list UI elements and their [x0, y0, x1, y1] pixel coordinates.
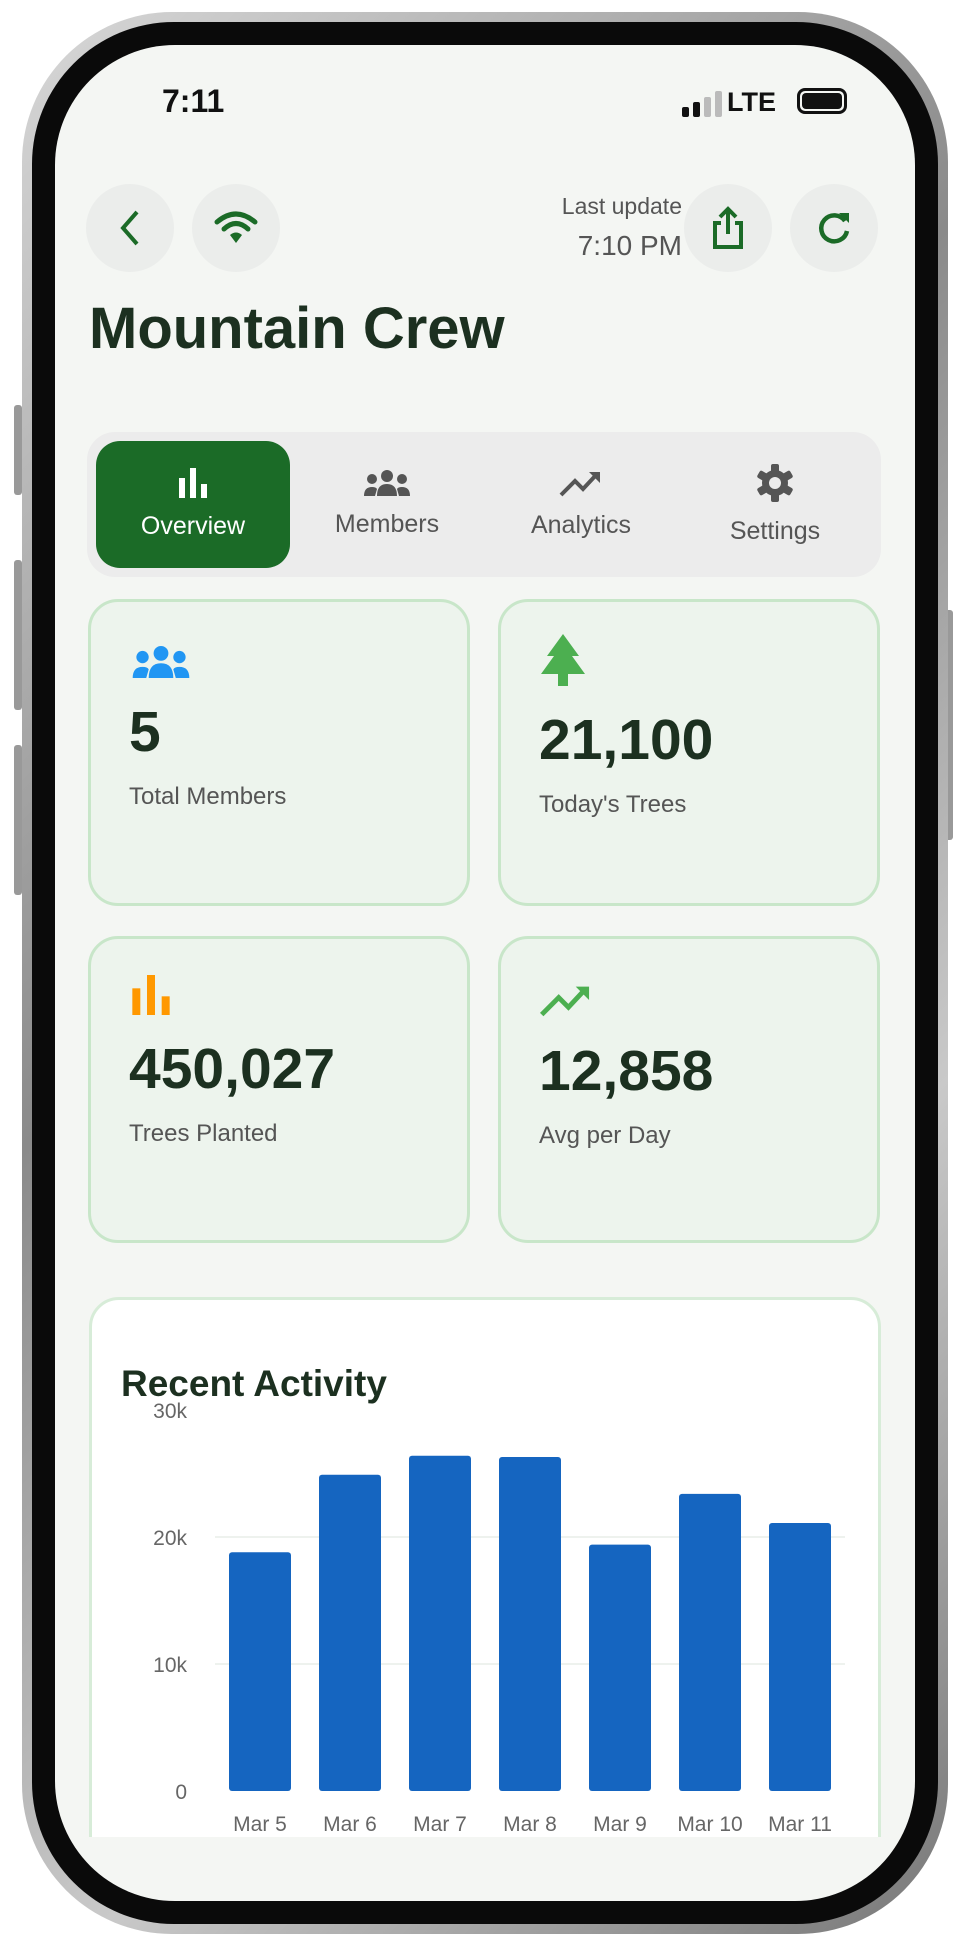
stat-value: 21,100	[539, 708, 714, 772]
stat-label: Today's Trees	[539, 791, 687, 818]
tab-label: Analytics	[530, 511, 632, 539]
x-tick-label: Mar 10	[677, 1813, 742, 1836]
screen: 7:11 LTE Last update 7:10 PM Mountain Cr…	[55, 45, 915, 1901]
tab-label: Members	[334, 510, 440, 538]
trending-up-icon	[559, 472, 600, 497]
mute-switch	[14, 405, 22, 495]
tree-icon	[541, 634, 585, 686]
stat-card-todays-trees: 21,100 Today's Trees	[498, 599, 880, 906]
tab-analytics[interactable]: Analytics	[484, 441, 678, 568]
bar	[679, 1493, 741, 1791]
bar-chart-icon	[179, 468, 207, 498]
group-icon	[364, 470, 410, 496]
x-tick-label: Mar 8	[503, 1813, 557, 1836]
battery-icon	[797, 88, 847, 114]
volume-up-button	[14, 560, 22, 710]
bar	[319, 1474, 381, 1791]
y-tick-label: 30k	[153, 1400, 187, 1423]
y-tick-label: 0	[175, 1781, 187, 1804]
tab-bar: Overview Members Analytics Settings	[87, 432, 881, 577]
y-tick-label: 20k	[153, 1527, 187, 1550]
chart-title: Recent Activity	[121, 1363, 387, 1404]
stat-label: Avg per Day	[539, 1122, 671, 1149]
x-tick-label: Mar 7	[413, 1813, 467, 1836]
gear-icon	[757, 464, 793, 502]
group-icon	[132, 646, 190, 678]
back-chevron-icon	[120, 210, 139, 246]
recent-activity-card	[89, 1297, 881, 1837]
bar	[589, 1544, 651, 1791]
bar	[769, 1523, 831, 1791]
back-button[interactable]	[86, 184, 174, 272]
refresh-icon	[819, 213, 850, 244]
bar	[229, 1552, 291, 1791]
stat-card-total-members: 5 Total Members	[88, 599, 470, 906]
stat-label: Trees Planted	[129, 1120, 278, 1147]
last-update: Last update 7:10 PM	[562, 193, 682, 262]
x-tick-label: Mar 11	[768, 1813, 832, 1836]
stat-label: Total Members	[129, 783, 287, 810]
tab-overview[interactable]: Overview	[96, 441, 290, 568]
tab-label: Settings	[729, 517, 821, 545]
tab-label: Overview	[140, 512, 246, 540]
share-button[interactable]	[684, 184, 772, 272]
stat-card-trees-planted: 450,027 Trees Planted	[88, 936, 470, 1243]
page-title: Mountain Crew	[89, 296, 505, 361]
x-tick-label: Mar 5	[233, 1813, 287, 1836]
stat-value: 450,027	[129, 1037, 336, 1101]
wifi-icon	[214, 211, 258, 243]
connection-button[interactable]	[192, 184, 280, 272]
trending-up-icon	[539, 986, 590, 1017]
stat-value: 5	[129, 700, 161, 764]
last-update-label: Last update	[561, 193, 682, 219]
power-button	[945, 610, 953, 840]
share-icon	[713, 206, 743, 249]
stat-card-avg-per-day: 12,858 Avg per Day	[498, 936, 880, 1243]
tab-members[interactable]: Members	[290, 441, 484, 568]
bar-chart: 0 10k 20k 30k Mar 5 Mar 6 Mar 7 Mar 8 Mar 9 Mar 1…	[153, 1400, 845, 1836]
x-tick-label: Mar 6	[323, 1813, 377, 1836]
x-tick-label: Mar 9	[593, 1813, 647, 1836]
network-type: LTE	[727, 87, 776, 117]
bar	[409, 1455, 471, 1791]
y-tick-label: 10k	[153, 1654, 187, 1677]
volume-down-button	[14, 745, 22, 895]
last-update-time: 7:10 PM	[577, 230, 682, 261]
signal-icon	[682, 91, 722, 117]
bar-chart-icon	[132, 975, 170, 1015]
phone-frame: 7:11 LTE Last update 7:10 PM Mountain Cr…	[22, 12, 948, 1934]
refresh-button[interactable]	[790, 184, 878, 272]
bar	[499, 1456, 561, 1791]
status-time: 7:11	[162, 83, 225, 119]
tab-settings[interactable]: Settings	[678, 441, 872, 568]
stat-value: 12,858	[539, 1039, 714, 1103]
